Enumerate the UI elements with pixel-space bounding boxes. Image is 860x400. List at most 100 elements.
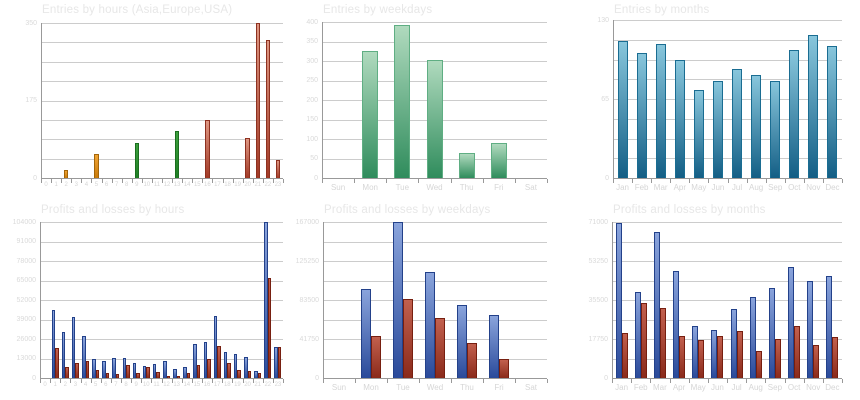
x-axis-label: Jul	[731, 383, 742, 392]
x-axis-tick	[120, 379, 122, 383]
gridline	[40, 339, 283, 340]
x-axis-label: 1	[54, 182, 58, 188]
x-axis-label: Oct	[788, 183, 801, 192]
gridline	[41, 159, 283, 160]
gridline	[41, 139, 283, 140]
bar	[244, 357, 248, 378]
bar	[693, 90, 704, 178]
x-axis-label: 6	[104, 182, 109, 188]
bar	[749, 297, 756, 378]
x-axis-line	[41, 178, 283, 179]
x-axis-tick	[322, 379, 324, 383]
gridline	[613, 139, 842, 140]
y-axis-label: 150	[306, 116, 318, 123]
x-axis-tick	[221, 379, 223, 383]
gridline	[41, 81, 283, 82]
bar	[499, 359, 509, 378]
x-axis-label: Jul	[731, 183, 743, 192]
bar	[813, 345, 820, 378]
x-axis-label: 2	[63, 382, 67, 388]
chart-entries-by-hours: Entries by hours (Asia,Europe,USA) 0 175 35…	[0, 0, 287, 200]
y-axis-label: 104000	[12, 218, 36, 226]
y-axis-label: 83500	[299, 296, 319, 304]
bar	[122, 358, 126, 378]
bar	[826, 276, 833, 378]
y-axis-label: 175	[25, 97, 37, 104]
bar	[163, 361, 167, 378]
bar	[617, 41, 628, 178]
x-axis-tick	[514, 179, 516, 183]
bar	[223, 352, 228, 378]
bar	[655, 44, 666, 178]
y-axis-label: 100	[306, 135, 318, 143]
x-axis-tick	[101, 179, 103, 183]
x-axis-label: 22	[264, 182, 272, 188]
x-axis-label: 15	[193, 382, 201, 388]
bar	[832, 337, 839, 378]
x-axis-tick	[650, 179, 652, 183]
x-axis-label: Aug	[748, 383, 763, 392]
bar	[152, 364, 157, 378]
bar	[489, 315, 499, 378]
x-axis-label: May	[691, 183, 707, 192]
bar	[679, 336, 686, 378]
bar	[176, 376, 181, 378]
x-axis-tick	[546, 379, 548, 383]
x-axis-tick	[252, 379, 254, 383]
bar	[132, 363, 137, 378]
x-axis-label: Aug	[749, 183, 764, 192]
bar	[156, 372, 160, 378]
x-axis-label: 22	[264, 382, 272, 388]
bar	[186, 373, 191, 378]
x-axis-line	[322, 178, 547, 179]
x-axis-tick	[514, 379, 516, 383]
gridline	[40, 222, 283, 223]
chart-entries-by-weekdays: Entries by weekdays 0 50 100 150 200 250 300 350…	[287, 0, 574, 200]
bar	[712, 81, 723, 178]
gridline	[41, 120, 283, 121]
bar	[183, 367, 187, 378]
y-axis-label: 0	[605, 174, 609, 182]
bar	[61, 332, 66, 378]
x-axis-tick	[232, 179, 234, 183]
bar	[255, 23, 260, 178]
gridline	[323, 261, 547, 262]
x-axis-tick	[231, 379, 233, 383]
x-axis-label: Tue	[395, 183, 410, 192]
chart-title: Entries by hours (Asia,Europe,USA)	[42, 4, 233, 16]
x-axis-label: 11	[153, 182, 161, 188]
bar	[394, 25, 411, 178]
x-axis-tick	[262, 379, 264, 383]
x-axis-label: 6	[104, 382, 108, 388]
x-axis-tick	[111, 179, 113, 183]
x-axis-tick	[161, 179, 163, 183]
x-axis-label: 9	[135, 182, 139, 188]
x-axis-label: Oct	[787, 383, 801, 392]
bar	[717, 336, 724, 378]
x-axis-label: Nov	[806, 183, 821, 192]
y-axis-label: 53250	[588, 257, 608, 265]
bar	[85, 361, 90, 378]
bar	[102, 361, 106, 378]
x-axis-tick	[841, 379, 843, 383]
y-axis-label: 52000	[16, 296, 36, 304]
bar	[173, 369, 177, 378]
bar	[736, 331, 743, 378]
bar	[213, 316, 218, 378]
x-axis-tick	[90, 379, 92, 383]
x-axis-tick	[386, 379, 388, 383]
gridline	[40, 359, 283, 360]
y-axis-line	[40, 222, 41, 382]
x-axis-label: 4	[83, 382, 88, 388]
bar	[193, 344, 197, 378]
x-axis-label: 15	[193, 182, 201, 188]
gridline	[41, 62, 283, 63]
bar	[789, 50, 800, 178]
x-axis-label: Apr	[672, 383, 686, 392]
gridline	[612, 242, 842, 243]
x-axis-tick	[707, 179, 709, 183]
plot-area: 0 175 350 0 1 2 3 4 5 6 7 8 9 10 11 12 13 14 15 16 17 18 19 20 2…	[25, 20, 284, 188]
gridline	[323, 281, 547, 282]
gridline	[40, 281, 283, 282]
x-axis-label: 7	[114, 182, 119, 188]
